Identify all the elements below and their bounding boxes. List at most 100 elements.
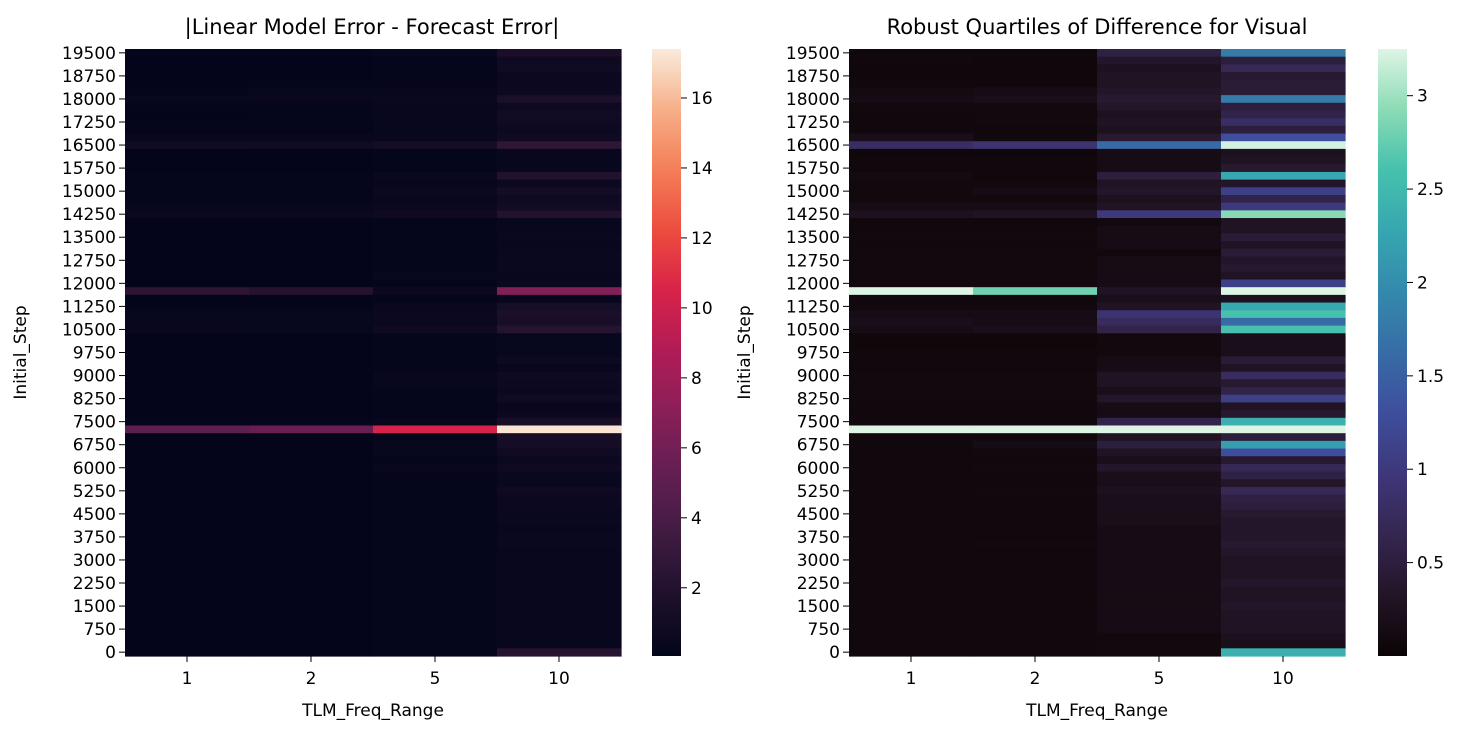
heatmap-cell <box>373 448 498 457</box>
heatmap-cell <box>497 548 622 557</box>
heatmap-cell <box>849 141 974 150</box>
heatmap-cell <box>497 287 622 296</box>
y-tick-label: 3000 <box>797 551 840 571</box>
heatmap-cell <box>373 87 498 96</box>
heatmap-cell <box>1221 387 1346 396</box>
heatmap-cell <box>849 171 974 181</box>
heatmap-cell <box>1221 302 1346 311</box>
heatmap-cell <box>849 102 974 112</box>
heatmap-cell <box>249 156 374 165</box>
heatmap-cell <box>497 571 622 580</box>
heatmap-cell <box>1097 87 1222 96</box>
heatmap-cell <box>849 579 974 588</box>
heatmap-cell <box>125 410 250 419</box>
heatmap-cell <box>973 571 1098 580</box>
heatmap-cell <box>1221 556 1346 565</box>
colorbar-tick-label: 3 <box>1417 87 1428 107</box>
heatmap-cell <box>497 602 622 611</box>
heatmap-cell <box>249 394 374 404</box>
heatmap-cell <box>849 571 974 580</box>
heatmap-cell <box>1097 510 1222 519</box>
heatmap-cell <box>1221 471 1346 480</box>
heatmap-cell <box>125 325 250 334</box>
y-tick-label: 12750 <box>786 251 840 271</box>
heatmap-cell <box>497 241 622 250</box>
heatmap-cell <box>373 79 498 89</box>
heatmap-cell <box>849 510 974 519</box>
heatmap-cell <box>125 87 250 96</box>
y-tick-label: 2250 <box>797 574 840 594</box>
y-tick-label: 9000 <box>73 367 116 387</box>
heatmap-cell <box>125 486 250 496</box>
heatmap-cell <box>1221 617 1346 626</box>
heatmap-cell <box>1097 102 1222 112</box>
heatmap-cell <box>1097 218 1222 227</box>
heatmap-cell <box>249 95 374 104</box>
heatmap-cell <box>849 479 974 488</box>
heatmap-cell <box>497 517 622 526</box>
heatmap-cell <box>1221 456 1346 465</box>
y-tick-label: 4500 <box>73 505 116 525</box>
heatmap-cell <box>849 617 974 626</box>
heatmap-cell <box>373 218 498 227</box>
heatmap-cell <box>849 410 974 419</box>
y-tick-label: 12000 <box>786 274 840 294</box>
heatmap-cell <box>125 317 250 327</box>
heatmap-cell <box>249 364 374 373</box>
heatmap-cell <box>1097 125 1222 135</box>
heatmap-cell <box>849 333 974 342</box>
heatmap-cell <box>1097 325 1222 334</box>
heatmap-cell <box>373 333 498 342</box>
heatmap-cell <box>249 333 374 342</box>
heatmap-cell <box>1221 525 1346 534</box>
heatmap-cell <box>973 471 1098 480</box>
heatmap-cell <box>497 118 622 127</box>
heatmap-cell <box>497 256 622 265</box>
heatmap-cell <box>125 502 250 511</box>
heatmap-cell <box>125 333 250 342</box>
heatmap-cell <box>973 548 1098 557</box>
heatmap-cell <box>249 586 374 596</box>
heatmap-cell <box>849 402 974 411</box>
heatmap-cell <box>1097 210 1222 219</box>
heatmap-cell <box>125 256 250 265</box>
y-tick-label: 6750 <box>797 436 840 456</box>
heatmap-cell <box>249 456 374 465</box>
heatmap-cell <box>1221 171 1346 181</box>
heatmap-cell <box>849 64 974 73</box>
heatmap-cell <box>249 294 374 304</box>
heatmap-cell <box>1097 471 1222 480</box>
heatmap-cell <box>497 563 622 573</box>
heatmap-cell <box>973 148 1098 158</box>
heatmap-cell <box>497 425 622 434</box>
heatmap-cell <box>1221 264 1346 273</box>
heatmap-cell <box>373 364 498 373</box>
heatmap-cell <box>1097 248 1222 258</box>
heatmap-cell <box>849 194 974 204</box>
heatmap-cell <box>373 410 498 419</box>
heatmap-cell <box>373 125 498 135</box>
heatmap-cell <box>1097 287 1222 296</box>
heatmap-cell <box>497 379 622 388</box>
heatmap-cell <box>497 502 622 511</box>
heatmap-cell <box>497 110 622 119</box>
heatmap-cell <box>849 632 974 642</box>
heatmap-cell <box>373 394 498 404</box>
heatmap-cell <box>373 156 498 165</box>
chart-title: |Linear Model Error - Forecast Error| <box>185 15 560 40</box>
heatmap-cell <box>249 79 374 89</box>
heatmap-cell <box>1097 171 1222 181</box>
heatmap-cell <box>125 310 250 319</box>
heatmap-cell <box>1097 602 1222 611</box>
heatmap-cell <box>973 494 1098 503</box>
heatmap-cell <box>497 156 622 165</box>
heatmap-cell <box>497 79 622 89</box>
heatmap-cell <box>849 425 974 434</box>
heatmap-cell <box>497 218 622 227</box>
heatmap-cell <box>849 294 974 304</box>
heatmap-cell <box>125 187 250 196</box>
heatmap-cell <box>249 609 374 619</box>
heatmap-cell <box>973 525 1098 534</box>
heatmap-cell <box>373 579 498 588</box>
heatmap-cell <box>1097 486 1222 496</box>
